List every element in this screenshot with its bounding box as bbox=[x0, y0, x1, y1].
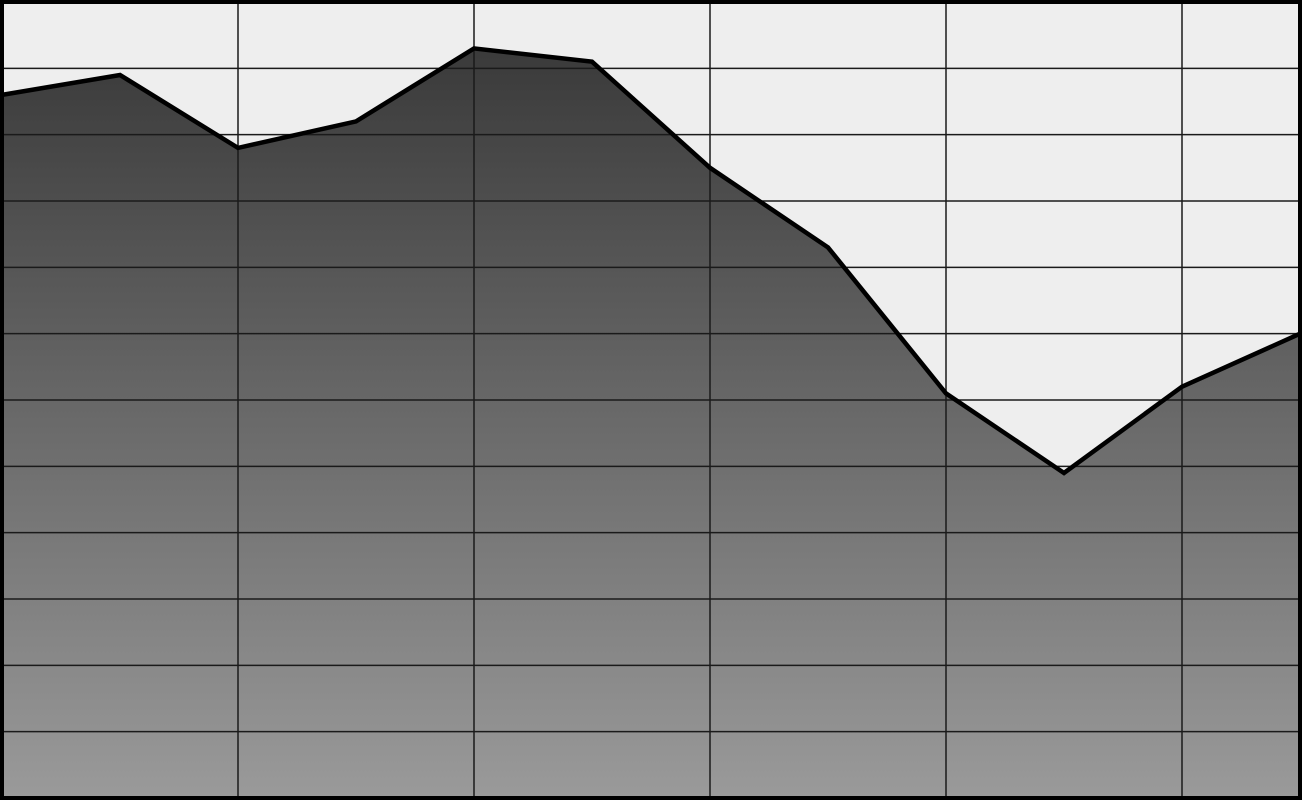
line-layer bbox=[1, 46, 1301, 476]
series-line-0 bbox=[1, 46, 1301, 476]
area-layer bbox=[2, 48, 1300, 798]
series-area-0 bbox=[2, 48, 1300, 798]
